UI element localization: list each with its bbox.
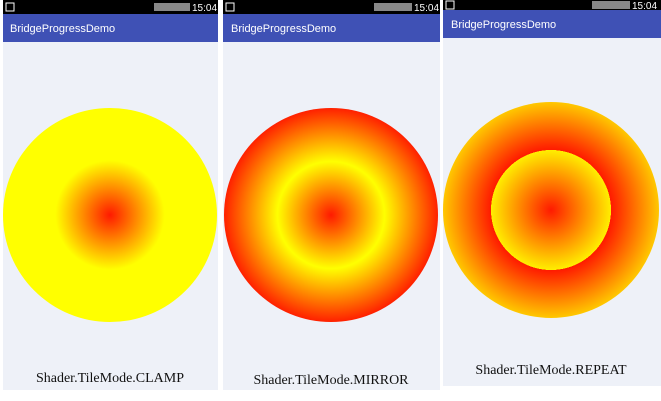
phone-screen: 15:04 BridgeProgressDemo Shader.TileMode… xyxy=(223,0,440,390)
gradient-circle xyxy=(3,108,217,322)
status-bar xyxy=(443,0,661,10)
status-icon xyxy=(225,2,235,12)
app-title: BridgeProgressDemo xyxy=(451,19,556,31)
app-title: BridgeProgressDemo xyxy=(10,23,115,35)
status-icons xyxy=(592,1,630,9)
status-time: 15:04 xyxy=(414,3,439,14)
app-bar xyxy=(443,10,661,38)
caption: Shader.TileMode.CLAMP xyxy=(36,371,184,386)
app-bar xyxy=(223,14,440,42)
phone-screen: 15:04 BridgeProgressDemo Shader.TileMode… xyxy=(3,0,218,390)
caption: Shader.TileMode.REPEAT xyxy=(475,363,627,378)
gradient-circle xyxy=(224,108,438,322)
status-icons xyxy=(374,3,412,11)
status-icons xyxy=(154,3,190,11)
app-bar xyxy=(3,14,218,42)
status-time: 15:04 xyxy=(632,1,657,12)
status-time: 15:04 xyxy=(192,3,217,14)
status-icon xyxy=(445,0,455,10)
caption: Shader.TileMode.MIRROR xyxy=(253,373,409,388)
status-icon xyxy=(5,2,15,12)
gradient-circle xyxy=(443,102,659,318)
phone-screen: 15:04 BridgeProgressDemo Shader.TileMode… xyxy=(443,0,661,386)
app-title: BridgeProgressDemo xyxy=(231,23,336,35)
